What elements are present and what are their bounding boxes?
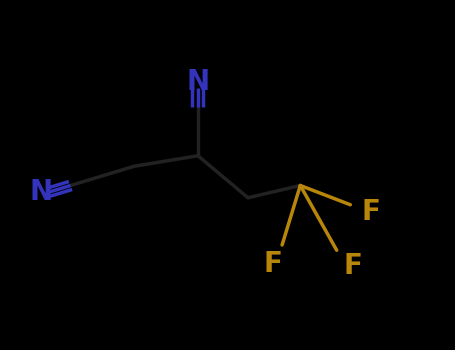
Text: N: N bbox=[30, 178, 52, 206]
Text: F: F bbox=[343, 252, 362, 280]
Text: N: N bbox=[187, 68, 209, 96]
Text: F: F bbox=[263, 250, 283, 278]
Text: F: F bbox=[361, 198, 380, 226]
